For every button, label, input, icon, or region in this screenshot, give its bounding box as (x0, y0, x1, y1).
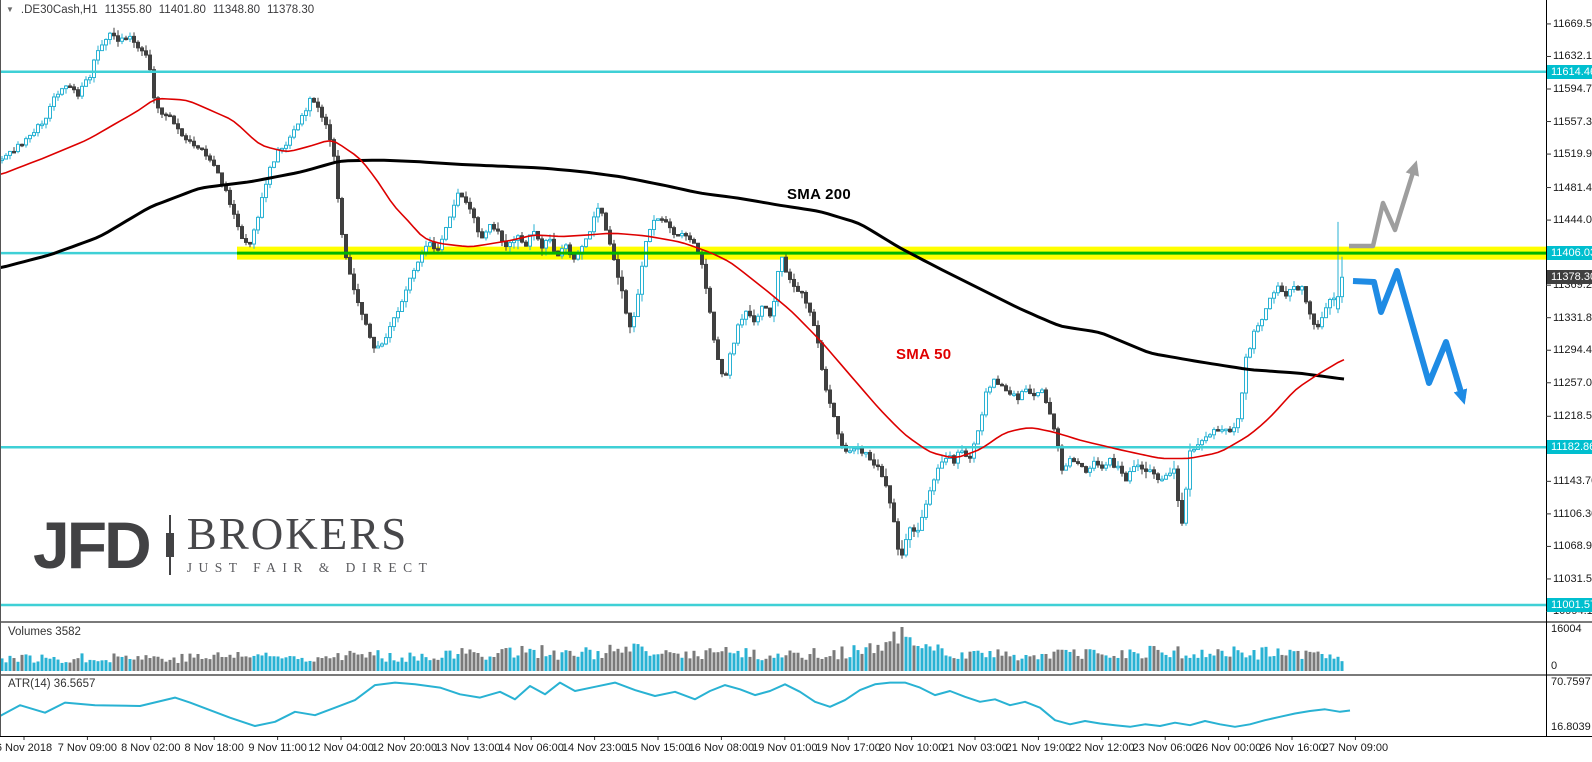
price-tick-label: 11481.40 (1553, 181, 1592, 194)
time-axis-label: 26 Nov 16:00 (1259, 742, 1325, 754)
sma200-label: SMA 200 (787, 186, 852, 203)
horizontal-level-lines (0, 70, 1546, 607)
price-tick-label: 11519.90 (1553, 148, 1592, 161)
time-axis-label: 26 Nov 00:00 (1195, 742, 1262, 754)
time-axis-label: 21 Nov 19:00 (1005, 742, 1072, 754)
price-tick-label: 11068.90 (1553, 540, 1592, 553)
price-tick-label: 11257.00 (1553, 376, 1592, 389)
time-axis-label: 14 Nov 06:00 (498, 742, 564, 754)
time-axis-label: 12 Nov 04:00 (308, 742, 374, 754)
level-price-tag: 11406.03 (1547, 246, 1592, 261)
volume-bars (0, 627, 1344, 671)
atr-label: ATR(14) 36.5657 (8, 678, 96, 690)
price-tick-label: 11669.50 (1553, 17, 1592, 30)
bearish-scenario-arrow (1352, 268, 1468, 405)
level-price-tag: 11001.57 (1547, 597, 1592, 612)
atr-line (0, 681, 1351, 728)
logo-brokers-text: BROKERS (186, 509, 409, 560)
price-tick-label: 11294.40 (1553, 344, 1592, 357)
price-tick-label: 11594.70 (1553, 82, 1592, 95)
volume-scale-max: 16004 (1551, 623, 1582, 635)
ohlc-open: 11355.80 (104, 4, 152, 16)
time-axis-label: 8 Nov 02:00 (121, 742, 181, 754)
time-axis-label: 7 Nov 09:00 (57, 742, 118, 754)
price-tick-label: 11557.30 (1553, 115, 1592, 128)
price-tick-label: 11106.30 (1553, 507, 1592, 520)
price-tick-label: 11632.10 (1553, 50, 1592, 63)
symbol-info[interactable]: ▼ .DE30Cash,H1 11355.80 11401.80 11348.8… (6, 4, 314, 16)
price-tick-label: 11331.80 (1553, 311, 1592, 324)
time-axis-label: 19 Nov 17:00 (815, 742, 881, 754)
volume-scale-min: 0 (1551, 660, 1558, 672)
time-axis-label: 15 Nov 15:00 (625, 742, 691, 754)
time-axis-label: 27 Nov 09:00 (1322, 742, 1389, 754)
candles (0, 27, 1344, 559)
current-price-tag: 11378.30 (1547, 270, 1592, 285)
level-price-tag: 11614.46 (1547, 64, 1592, 79)
time-axis-label: 6 Nov 2018 (0, 742, 53, 754)
volumes-label: Volumes 3582 (8, 626, 81, 638)
time-axis-label: 22 Nov 12:00 (1069, 742, 1135, 754)
ohlc-close: 11378.30 (267, 4, 315, 16)
time-axis-label: 19 Nov 01:00 (752, 742, 818, 754)
time-axis-label: 21 Nov 03:00 (942, 742, 1008, 754)
sma50-line (0, 97, 1345, 460)
ohlc-low: 11348.80 (212, 4, 261, 16)
atr-scale-max: 70.7597 (1551, 676, 1591, 688)
time-axis-label: 9 Nov 11:00 (248, 742, 307, 754)
price-tick-label: 11031.50 (1553, 572, 1592, 585)
time-axis-label: 16 Nov 08:00 (688, 742, 755, 754)
sma50-label: SMA 50 (896, 346, 952, 363)
logo-tagline-text: JUST FAIR & DIRECT (186, 559, 434, 575)
logo-candlestick-divider-icon (163, 515, 177, 575)
sma200-line (0, 158, 1345, 381)
price-tick-label: 11143.70 (1553, 475, 1592, 488)
logo-jfd-text: JFD (33, 508, 152, 582)
atr-scale-min: 16.8039 (1551, 721, 1591, 733)
time-axis-label: 8 Nov 18:00 (184, 742, 244, 754)
time-axis-label: 14 Nov 23:00 (561, 742, 628, 754)
price-tick-label: 11218.50 (1553, 410, 1592, 423)
time-axis-label: 13 Nov 13:00 (435, 742, 501, 754)
symbol-dropdown-icon[interactable]: ▼ (6, 4, 14, 14)
time-axis-label: 23 Nov 06:00 (1132, 742, 1198, 754)
level-price-tag: 11182.86 (1547, 440, 1592, 455)
bullish-scenario-arrow (1349, 160, 1419, 249)
price-tick-label: 11444.00 (1553, 214, 1592, 227)
jfd-brokers-logo: JFD BROKERS JUST FAIR & DIRECT (33, 512, 433, 578)
time-axis-label: 20 Nov 10:00 (878, 742, 945, 754)
time-axis-label: 12 Nov 20:00 (371, 742, 438, 754)
ohlc-high: 11401.80 (158, 4, 206, 16)
panel-frames (0, 0, 1592, 740)
symbol-name: .DE30Cash,H1 (20, 4, 98, 16)
